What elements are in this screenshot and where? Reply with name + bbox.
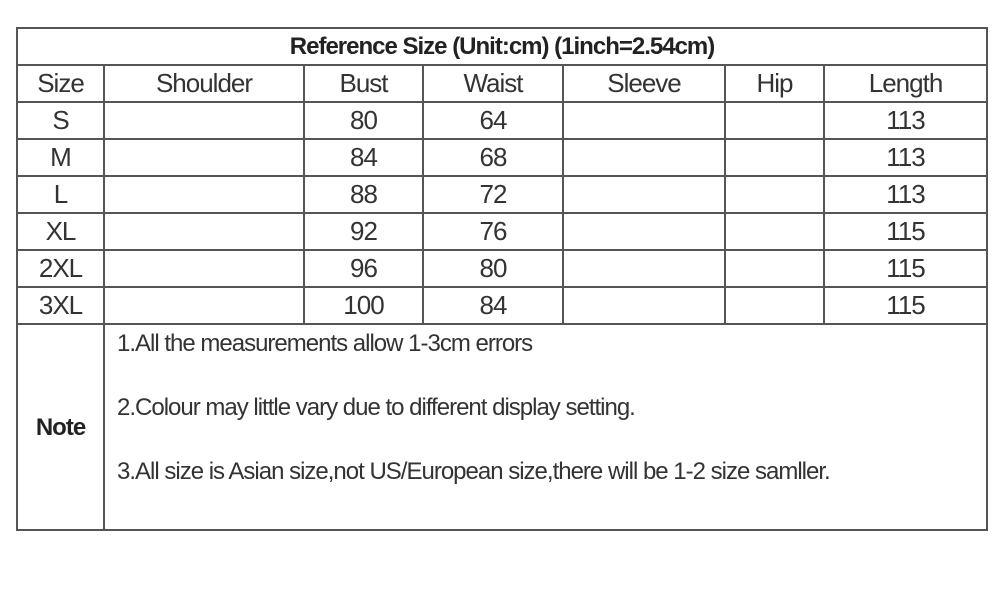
- table-row: XL 92 76 115: [16, 212, 989, 251]
- cell-shoulder: [103, 286, 305, 325]
- cell-hip: [724, 175, 825, 214]
- header-row: Size Shoulder Bust Waist Sleeve Hip Length: [16, 64, 989, 103]
- cell-shoulder: [103, 249, 305, 288]
- title-row: Reference Size (Unit:cm) (1inch=2.54cm): [15, 27, 989, 66]
- cell-size: S: [16, 101, 105, 140]
- cell-bust: 100: [303, 286, 424, 325]
- cell-size: XL: [16, 212, 105, 251]
- cell-sleeve: [562, 138, 726, 177]
- table-row: 2XL 96 80 115: [16, 249, 989, 288]
- cell-waist: 72: [422, 175, 564, 214]
- cell-shoulder: [103, 138, 305, 177]
- cell-bust: 92: [303, 212, 424, 251]
- cell-length: 115: [822, 212, 989, 251]
- cell-sleeve: [562, 249, 726, 288]
- cell-length: 113: [822, 175, 989, 214]
- size-chart-table: Reference Size (Unit:cm) (1inch=2.54cm) …: [15, 27, 989, 531]
- cell-waist: 68: [422, 138, 564, 177]
- cell-waist: 80: [422, 249, 564, 288]
- cell-waist: 84: [422, 286, 564, 325]
- cell-size: M: [16, 138, 105, 177]
- column-header-hip: Hip: [724, 64, 825, 103]
- column-header-length: Length: [822, 64, 989, 103]
- note-item: 3.All size is Asian size,not US/European…: [117, 458, 831, 485]
- cell-sleeve: [562, 286, 726, 325]
- table-title: Reference Size (Unit:cm) (1inch=2.54cm): [15, 27, 989, 66]
- cell-hip: [724, 138, 825, 177]
- cell-shoulder: [103, 101, 305, 140]
- note-row: Note 1.All the measurements allow 1-3cm e…: [16, 323, 989, 531]
- cell-waist: 64: [422, 101, 564, 140]
- cell-hip: [724, 212, 825, 251]
- cell-length: 113: [822, 138, 989, 177]
- cell-hip: [724, 286, 825, 325]
- column-header-size: Size: [16, 64, 105, 103]
- cell-waist: 76: [422, 212, 564, 251]
- table-row: 3XL 100 84 115: [16, 286, 989, 325]
- cell-size: 3XL: [16, 286, 105, 325]
- cell-sleeve: [562, 175, 726, 214]
- cell-size: L: [16, 175, 105, 214]
- table-row: L 88 72 113: [16, 175, 989, 214]
- column-header-bust: Bust: [303, 64, 424, 103]
- cell-hip: [724, 249, 825, 288]
- cell-sleeve: [562, 101, 726, 140]
- note-content: 1.All the measurements allow 1-3cm error…: [102, 323, 989, 531]
- cell-bust: 96: [303, 249, 424, 288]
- cell-shoulder: [103, 212, 305, 251]
- note-item: 1.All the measurements allow 1-3cm error…: [117, 330, 533, 357]
- cell-length: 115: [822, 249, 989, 288]
- column-header-shoulder: Shoulder: [103, 64, 305, 103]
- cell-bust: 88: [303, 175, 424, 214]
- cell-size: 2XL: [16, 249, 105, 288]
- cell-sleeve: [562, 212, 726, 251]
- cell-bust: 80: [303, 101, 424, 140]
- column-header-sleeve: Sleeve: [562, 64, 726, 103]
- cell-shoulder: [103, 175, 305, 214]
- note-item: 2.Colour may little vary due to differen…: [117, 394, 636, 421]
- cell-length: 115: [822, 286, 989, 325]
- cell-length: 113: [822, 101, 989, 140]
- column-header-waist: Waist: [422, 64, 564, 103]
- note-label: Note: [16, 323, 105, 531]
- table-row: S 80 64 113: [16, 101, 989, 140]
- table-row: M 84 68 113: [16, 138, 989, 177]
- cell-bust: 84: [303, 138, 424, 177]
- cell-hip: [724, 101, 825, 140]
